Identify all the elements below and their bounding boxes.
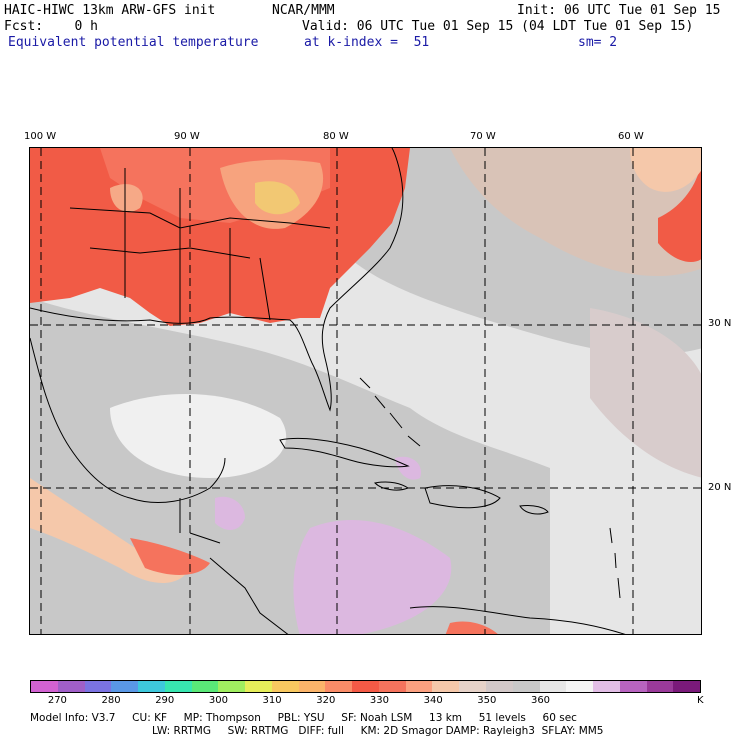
init-time: Init: 06 UTC Tue 01 Sep 15 xyxy=(517,3,721,18)
colorbar-tick-label: 280 xyxy=(101,695,121,706)
colorbar-tick-label: 300 xyxy=(208,695,228,706)
theta-e-field xyxy=(30,148,701,634)
colorbar-tick-label: 310 xyxy=(262,695,282,706)
colorbar-tick-label: 290 xyxy=(155,695,175,706)
state-borders xyxy=(69,168,331,323)
colorbar-swatch xyxy=(245,681,272,692)
colorbar-unit: K xyxy=(697,695,704,706)
land-mexico-central-america xyxy=(30,398,260,634)
lon-label-100w: 100 W xyxy=(24,131,57,142)
bahamas-outline xyxy=(359,377,421,447)
purple-patch-cuba xyxy=(395,456,421,480)
forecast-hour: Fcst: 0 h xyxy=(4,19,98,34)
colorbar-swatch xyxy=(298,681,326,692)
footer-model-info: Model Info: V3.7 CU: KF MP: Thompson PBL… xyxy=(30,712,577,724)
colorbar-swatch xyxy=(459,681,487,692)
lon-label-70w: 70 W xyxy=(470,131,496,142)
colorbar-tick-label: 340 xyxy=(423,695,443,706)
colorbar-tick-label: 360 xyxy=(530,695,551,706)
colorbar-swatch xyxy=(673,681,701,692)
valid-time: Valid: 06 UTC Tue 01 Sep 15 (04 LDT Tue … xyxy=(302,19,694,34)
colorbar-swatch xyxy=(111,681,139,692)
colorbar-tick-label: 320 xyxy=(316,695,336,706)
lesser-antilles-outline xyxy=(609,527,621,599)
tan-region-east xyxy=(590,308,701,478)
colorbar-swatch xyxy=(619,681,647,692)
cuba-outline xyxy=(279,437,410,468)
puerto-rico-outline xyxy=(519,505,549,515)
footer-physics-info: LW: RRTMG SW: RRTMG DIFF: full KM: 2D Sm… xyxy=(152,725,604,737)
colorbar-swatch xyxy=(191,681,219,692)
colorbar-swatch xyxy=(84,681,112,692)
jamaica-outline xyxy=(373,481,410,491)
coastlines xyxy=(30,148,626,634)
colorbar-swatch xyxy=(138,681,165,692)
colorbar-swatch xyxy=(405,681,433,692)
light-region-gulf xyxy=(110,394,287,478)
lon-label-60w: 60 W xyxy=(618,131,644,142)
colorbar-tick-label: 270 xyxy=(47,695,67,706)
field-name: Equivalent potential temperature xyxy=(8,35,259,50)
colorbar-swatch xyxy=(378,681,406,692)
colorbar xyxy=(30,680,701,693)
colorbar-swatch xyxy=(352,681,379,692)
institution-label: NCAR/MMM xyxy=(272,3,335,18)
south-america-coast xyxy=(409,606,626,634)
colorbar-swatch xyxy=(164,681,192,692)
yellow-region-peak xyxy=(255,181,300,215)
tan-region-northeast xyxy=(450,148,701,277)
warm-streak-atlantic xyxy=(658,168,701,262)
colorbar-swatch xyxy=(593,681,620,692)
colorbar-swatch xyxy=(31,681,58,692)
colorbar-tick-label: 330 xyxy=(369,695,389,706)
lon-label-90w: 90 W xyxy=(174,131,200,142)
lat-lon-grid xyxy=(30,148,701,634)
colorbar-swatch xyxy=(57,681,85,692)
smoothing-label: sm= 2 xyxy=(578,35,618,50)
colorbar-swatch xyxy=(325,681,353,692)
purple-patch-honduras xyxy=(215,496,245,530)
colorbar-swatch xyxy=(218,681,246,692)
colorbar-tick-label: 350 xyxy=(477,695,497,706)
peach-patch-west xyxy=(110,184,143,212)
gulf-atlantic-coast xyxy=(30,148,404,412)
lat-label-30n: 30 N xyxy=(708,318,732,329)
map-panel xyxy=(29,147,702,635)
level-label: at k-index = 51 xyxy=(304,35,430,50)
peach-region-atlantic xyxy=(630,148,701,192)
colorbar-swatch xyxy=(566,681,594,692)
mexico-coast xyxy=(30,337,226,504)
lon-label-80w: 80 W xyxy=(323,131,349,142)
colorbar-swatch xyxy=(646,681,674,692)
model-title: HAIC-HIWC 13km ARW-GFS init xyxy=(4,3,216,18)
purple-region-caribbean xyxy=(293,520,452,634)
colorbar-swatch xyxy=(539,681,567,692)
colorbar-swatch xyxy=(271,681,299,692)
lat-label-20n: 20 N xyxy=(708,482,732,493)
central-america-borders xyxy=(179,498,289,634)
colorbar-swatch xyxy=(486,681,513,692)
hispaniola-outline xyxy=(424,485,501,509)
colorbar-swatch xyxy=(432,681,460,692)
colorbar-swatch xyxy=(512,681,540,692)
